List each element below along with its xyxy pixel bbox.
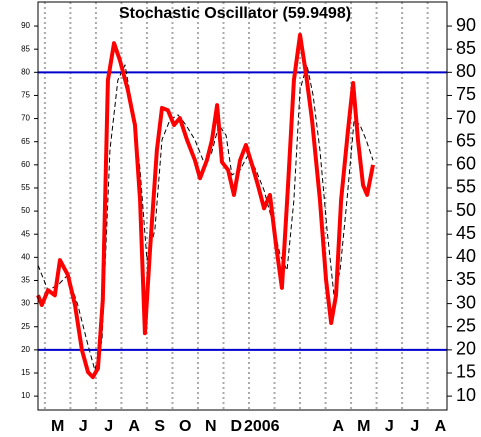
y-tick-label-right: 70 [456, 107, 476, 127]
y-tick-label: 20 [21, 345, 30, 354]
y-tick-label: 75 [21, 91, 30, 100]
x-tick-label: M [51, 418, 64, 435]
y-tick-label-right: 25 [456, 315, 476, 335]
marks [36, 32, 447, 380]
x-tick-label: M [357, 418, 370, 435]
x-tick-label: A [128, 418, 140, 435]
x-tick-label: J [79, 418, 88, 435]
x-tick-label: A [435, 418, 447, 435]
y-tick-label: 40 [21, 252, 30, 261]
y-tick-label-right: 65 [456, 130, 476, 150]
y-tick-label-right: 45 [456, 223, 476, 243]
y-tick-label: 15 [21, 368, 30, 377]
chart-title: Stochastic Oscillator (59.9498) [119, 5, 351, 22]
y-tick-label: 80 [21, 67, 30, 76]
y-tick-label: 65 [21, 137, 30, 146]
y-tick-label-right: 15 [456, 362, 476, 382]
y-tick-label-right: 20 [456, 339, 476, 359]
y-tick-label: 85 [21, 44, 30, 53]
y-tick-label: 25 [21, 322, 30, 331]
y-tick-label: 35 [21, 276, 30, 285]
grid [43, 2, 429, 410]
y-tick-label: 45 [21, 229, 30, 238]
x-tick-label: A [333, 418, 345, 435]
x-tick-label: J [410, 418, 419, 435]
plot-frame [37, 1, 448, 411]
y-tick-label-right: 75 [456, 84, 476, 104]
x-tick-label: O [179, 418, 191, 435]
y-tick-label: 30 [21, 299, 30, 308]
series-line [37, 64, 374, 371]
x-tick-label: N [205, 418, 217, 435]
series-line [36, 32, 375, 380]
y-tick-label-right: 55 [456, 177, 476, 197]
y-tick-label-right: 35 [456, 269, 476, 289]
x-tick-label: 2006 [244, 418, 280, 435]
y-tick-label-right: 85 [456, 38, 476, 58]
y-tick-label-right: 50 [456, 200, 476, 220]
y-tick-label: 10 [21, 391, 30, 400]
y-tick-label-right: 40 [456, 246, 476, 266]
y-tick-label: 70 [21, 114, 30, 123]
y-tick-label: 55 [21, 183, 30, 192]
x-tick-label: J [385, 418, 394, 435]
x-tick-label: S [154, 418, 165, 435]
y-tick-label: 90 [21, 21, 30, 30]
y-tick-label-right: 30 [456, 292, 476, 312]
y-tick-label: 60 [21, 160, 30, 169]
y-tick-label-right: 60 [456, 154, 476, 174]
y-tick-label-right: 80 [456, 61, 476, 81]
y-tick-label-right: 10 [456, 385, 476, 405]
x-tick-label: D [230, 418, 242, 435]
x-tick-label: J [104, 418, 113, 435]
y-tick-label-right: 90 [456, 15, 476, 35]
y-tick-label: 50 [21, 206, 30, 215]
